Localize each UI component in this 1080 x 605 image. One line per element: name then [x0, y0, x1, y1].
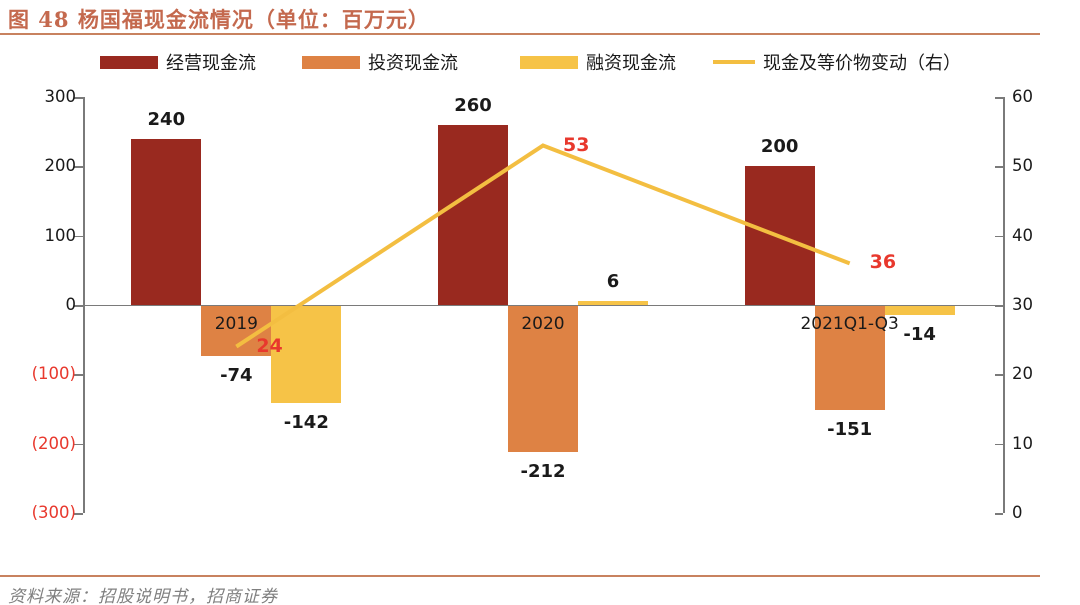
legend-label: 现金及等价物变动（右） — [763, 53, 961, 74]
legend-swatch-rect — [520, 55, 578, 69]
category-label-2019: 2019 — [214, 314, 258, 334]
bar-value-label: -14 — [903, 323, 936, 345]
title-underline — [0, 33, 1040, 35]
legend-label: 投资现金流 — [368, 53, 458, 74]
line-value-label: 53 — [563, 133, 590, 156]
left-axis-tick — [74, 97, 83, 99]
bar-经营现金流-2020 — [438, 124, 508, 305]
legend-label: 经营现金流 — [166, 53, 256, 74]
right-axis-tick-label: 60 — [1012, 87, 1033, 106]
legend-item: 投资现金流 — [302, 50, 458, 74]
bar-value-label: 6 — [606, 270, 620, 292]
figure-title: 图 48 杨国福现金流情况（单位：百万元） — [8, 7, 430, 32]
line-value-label: 36 — [869, 251, 897, 274]
right-axis-tick-label: 40 — [1012, 225, 1033, 245]
category-label-2021Q1-Q3: 2021Q1-Q3 — [800, 314, 899, 334]
right-axis-tick-label: 50 — [1012, 156, 1033, 176]
left-axis-tick — [74, 513, 83, 515]
bar-value-label: 240 — [147, 108, 186, 130]
right-axis-tick-label: 10 — [1012, 433, 1033, 453]
legend-item: 融资现金流 — [520, 50, 676, 74]
right-axis-line — [1003, 97, 1005, 513]
left-axis-tick — [74, 374, 83, 376]
source-note: 资料来源：招股说明书，招商证券 — [8, 587, 278, 605]
bar-经营现金流-2019 — [131, 138, 202, 305]
left-axis-tick-label: 100 — [44, 225, 77, 245]
line-value-label: 24 — [256, 334, 283, 357]
left-axis-tick-label: (200) — [31, 433, 76, 453]
footer-rule — [0, 575, 1040, 577]
category-label-2020: 2020 — [521, 314, 565, 334]
legend-swatch-line — [713, 60, 755, 64]
right-axis-tick — [995, 443, 1003, 446]
legend-item: 经营现金流 — [100, 50, 256, 74]
bar-value-label: 260 — [454, 94, 492, 116]
left-axis-tick — [74, 166, 83, 168]
bar-经营现金流-2021Q1-Q3 — [744, 166, 815, 305]
legend-swatch-rect — [100, 55, 158, 69]
right-axis-tick-label: 20 — [1012, 364, 1033, 384]
left-axis-tick-label: 300 — [44, 87, 77, 106]
left-axis-tick — [74, 235, 83, 238]
legend-item: 现金及等价物变动（右） — [713, 50, 961, 74]
legend: 经营现金流 投资现金流 融资现金流 现金及等价物变动（右） — [0, 0, 1080, 90]
bar-融资现金流-2021Q1-Q3 — [884, 305, 955, 315]
right-axis-tick — [995, 374, 1003, 376]
bar-value-label: -212 — [520, 460, 566, 482]
legend-swatch-rect — [302, 55, 360, 69]
left-axis-tick — [74, 305, 83, 307]
right-axis-tick-label: 0 — [1012, 503, 1023, 522]
bar-value-label: -142 — [283, 412, 329, 434]
left-axis-tick-label: (300) — [31, 503, 76, 522]
bar-value-label: -151 — [827, 418, 873, 440]
left-axis-tick-label: 200 — [44, 156, 77, 176]
right-axis-tick — [995, 97, 1003, 99]
bar-value-label: -74 — [220, 365, 253, 387]
right-axis-tick — [995, 235, 1003, 238]
left-axis-tick — [74, 443, 83, 446]
zero-line — [83, 305, 1003, 307]
left-axis-tick-label: (100) — [31, 364, 76, 384]
legend-label: 融资现金流 — [586, 53, 676, 74]
bar-value-label: 200 — [760, 136, 799, 158]
right-axis-tick-label: 30 — [1012, 295, 1033, 314]
left-axis-tick-label: 0 — [65, 295, 77, 314]
right-axis-tick — [995, 513, 1003, 515]
right-axis-tick — [995, 166, 1003, 168]
